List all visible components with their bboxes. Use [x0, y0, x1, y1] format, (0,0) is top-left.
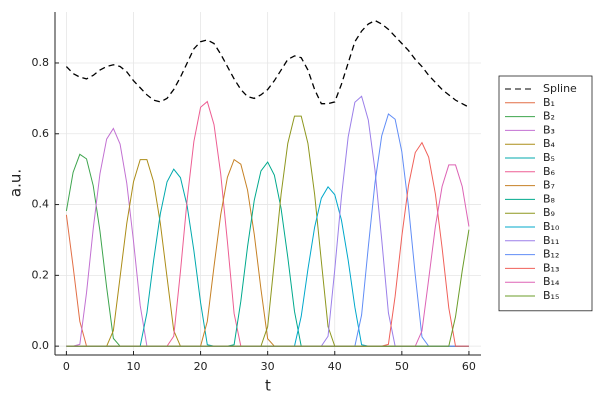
legend-label: B₂ [543, 110, 555, 123]
x-tick-label: 60 [462, 360, 476, 373]
y-tick-label: 0.4 [32, 198, 50, 211]
x-axis-label: t [265, 377, 271, 395]
legend-label: B₄ [543, 137, 556, 150]
legend-label: B₈ [543, 192, 556, 205]
y-tick-label: 0.2 [32, 268, 50, 281]
legend-label: B₁₃ [543, 261, 559, 274]
legend-label: B₁ [543, 96, 555, 109]
legend-label: B₁₄ [543, 275, 560, 288]
legend-label: B₁₂ [543, 248, 559, 261]
x-tick-label: 40 [328, 360, 342, 373]
legend-label: B₁₅ [543, 289, 559, 302]
legend-label: B₁₀ [543, 220, 560, 233]
legend-label: B₉ [543, 206, 555, 219]
x-tick-label: 30 [261, 360, 275, 373]
x-tick-label: 10 [126, 360, 140, 373]
x-tick-label: 50 [395, 360, 409, 373]
x-tick-label: 0 [63, 360, 70, 373]
x-tick-label: 20 [194, 360, 208, 373]
legend-label: B₃ [543, 123, 555, 136]
legend-label: B₁₁ [543, 234, 559, 247]
legend-label: B₇ [543, 179, 555, 192]
series-line [66, 229, 470, 347]
series-line [65, 19, 470, 108]
y-tick-label: 0.6 [32, 127, 50, 140]
legend-label: B₅ [543, 151, 555, 164]
y-axis-label: a.u. [7, 169, 25, 197]
legend-box [498, 75, 593, 312]
y-tick-label: 0.0 [32, 339, 50, 352]
legend-label: B₆ [543, 165, 556, 178]
legend-label: Spline [543, 82, 577, 95]
y-tick-label: 0.8 [32, 56, 50, 69]
